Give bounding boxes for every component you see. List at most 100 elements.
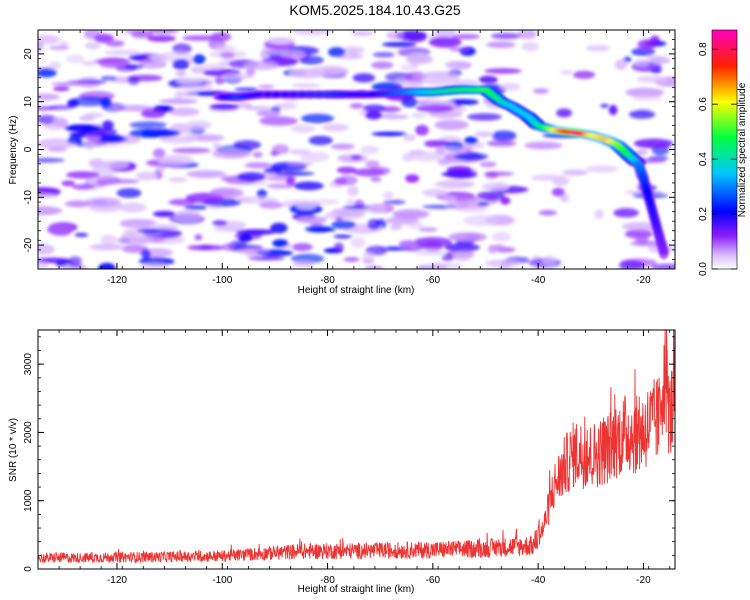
- spectrogram-noise-blob: [625, 87, 665, 97]
- spectrogram-noise-blob: [371, 61, 394, 69]
- spectrogram-noise-blob: [481, 182, 510, 191]
- spectrogram-x-axis-label: Height of straight line (km): [298, 285, 415, 296]
- spectrogram-noise-blob: [272, 239, 289, 248]
- spectrogram-noise-blob: [100, 234, 117, 245]
- colorbar-tick-label: 0.8: [698, 42, 709, 56]
- spectrogram-noise-blob: [453, 152, 489, 161]
- spectrogram-noise-blob: [47, 147, 67, 152]
- ridge-core: [288, 92, 298, 97]
- spectrogram-noise-blob: [100, 178, 141, 184]
- spectrogram-noise-blob: [333, 234, 353, 239]
- spectrogram-noise-blob: [209, 103, 239, 111]
- x-tick-label: -120: [107, 275, 127, 286]
- spectrogram-noise-blob: [490, 32, 522, 40]
- snr-series-line: [38, 330, 675, 564]
- spectrogram-noise-blob: [38, 261, 50, 268]
- spectrogram-noise-blob: [370, 177, 382, 182]
- spectrogram-noise-blob: [100, 76, 117, 81]
- spectrogram-noise-blob: [350, 155, 362, 160]
- spectrogram-noise-blob: [398, 240, 418, 249]
- spectrogram-noise-blob: [330, 143, 355, 150]
- spectrogram-noise-blob: [116, 188, 142, 198]
- spectrogram-noise-blob: [146, 30, 179, 34]
- spectrogram-noise-blob: [463, 136, 479, 145]
- spectrogram-noise-blob: [405, 81, 423, 86]
- spectrogram-noise-blob: [299, 55, 324, 65]
- x-tick-label: -60: [426, 575, 441, 586]
- ridge-core: [254, 92, 264, 97]
- y-tick-label: 3000: [23, 353, 34, 376]
- spectrogram-noise-blob: [392, 209, 430, 219]
- spectrogram-noise-blob: [137, 228, 164, 234]
- spectrogram-noise-blob: [236, 246, 270, 255]
- spectrogram-noise-blob: [524, 141, 563, 150]
- spectrogram-noise-blob: [211, 149, 251, 159]
- spectrogram-noise-blob: [381, 114, 409, 120]
- spectrogram-noise-blob: [342, 46, 365, 54]
- colorbar-tick-label: 0.2: [698, 207, 709, 221]
- spectrogram-noise-blob: [67, 136, 83, 144]
- spectrogram-noise-blob: [89, 243, 125, 251]
- spectrogram-noise-blob: [343, 257, 360, 262]
- spectrogram-noise-blob: [346, 198, 355, 206]
- spectrogram-noise-blob: [629, 110, 656, 119]
- spectrogram-noise-blob: [167, 107, 200, 117]
- spectrogram-noise-blob: [296, 216, 328, 224]
- spectrogram-noise-blob: [59, 40, 68, 48]
- spectrogram-noise-blob: [484, 68, 522, 74]
- x-tick-label: -40: [531, 275, 546, 286]
- ridge-core: [280, 92, 290, 97]
- spectrogram-noise-blob: [444, 61, 468, 69]
- spectrogram-noise-blob: [293, 181, 324, 191]
- spectrogram-noise-blob: [327, 47, 346, 57]
- spectrogram-noise-blob: [417, 264, 431, 269]
- spectrogram-noise-blob: [415, 124, 429, 136]
- spectrogram-noise-blob: [152, 210, 176, 218]
- snr-background: [38, 330, 675, 569]
- x-tick-label: -100: [212, 275, 232, 286]
- spectrogram-noise-blob: [372, 52, 395, 58]
- spectrogram-noise-blob: [402, 152, 414, 162]
- snr-frame: [37, 329, 676, 570]
- spectrogram-noise-blob: [600, 103, 609, 108]
- spectrogram-noise-blob: [172, 147, 212, 154]
- spectrogram-noise-blob: [187, 244, 226, 251]
- spectrogram-noise-blob: [621, 222, 659, 232]
- spectrogram-noise-blob: [214, 45, 237, 52]
- spectrogram-noise-blob: [222, 243, 236, 251]
- spectrogram-noise-blob: [64, 124, 102, 132]
- spectrogram-noise-blob: [336, 166, 357, 174]
- spectrogram-noise-blob: [173, 210, 202, 221]
- spectrogram-noise-blob: [118, 202, 147, 213]
- x-tick-label: -20: [636, 275, 651, 286]
- spectrogram-noise-blob: [52, 117, 69, 127]
- spectrogram-noise-blob: [186, 120, 212, 130]
- spectrogram-noise-blob: [486, 41, 516, 48]
- spectrogram-noise-blob: [69, 262, 83, 268]
- spectrogram-noise-blob: [128, 54, 148, 60]
- spectrogram-noise-blob: [551, 187, 565, 197]
- spectrogram-noise-blob: [349, 103, 364, 109]
- spectrogram-noise-blob: [407, 55, 432, 63]
- spectrogram-noise-blob: [48, 45, 70, 50]
- spectrogram-noise-blob: [259, 116, 298, 126]
- y-tick-label: -10: [23, 190, 34, 205]
- spectrogram-noise-blob: [651, 56, 671, 64]
- spectrogram-noise-blob: [120, 220, 153, 228]
- spectrogram-noise-blob: [194, 234, 203, 241]
- y-tick-label: 0: [23, 146, 34, 152]
- spectrogram-noise-blob: [201, 63, 227, 71]
- spectrogram-noise-blob: [531, 174, 564, 181]
- spectrogram-noise-blob: [335, 216, 343, 221]
- y-tick-label: 2000: [23, 421, 34, 444]
- spectrogram-noise-blob: [451, 33, 481, 40]
- spectrogram-noise-blob: [248, 256, 285, 261]
- spectrogram-noise-blob: [367, 219, 381, 230]
- spectrogram-noise-blob: [66, 54, 85, 64]
- spectrogram-noise-blob: [333, 177, 348, 185]
- spectrogram-noise-blob: [192, 54, 206, 65]
- spectrogram-noise-blob: [634, 138, 674, 149]
- spectrogram-noise-blob: [177, 91, 199, 97]
- y-tick-label: 20: [23, 48, 34, 60]
- spectrogram-noise-blob: [233, 140, 262, 150]
